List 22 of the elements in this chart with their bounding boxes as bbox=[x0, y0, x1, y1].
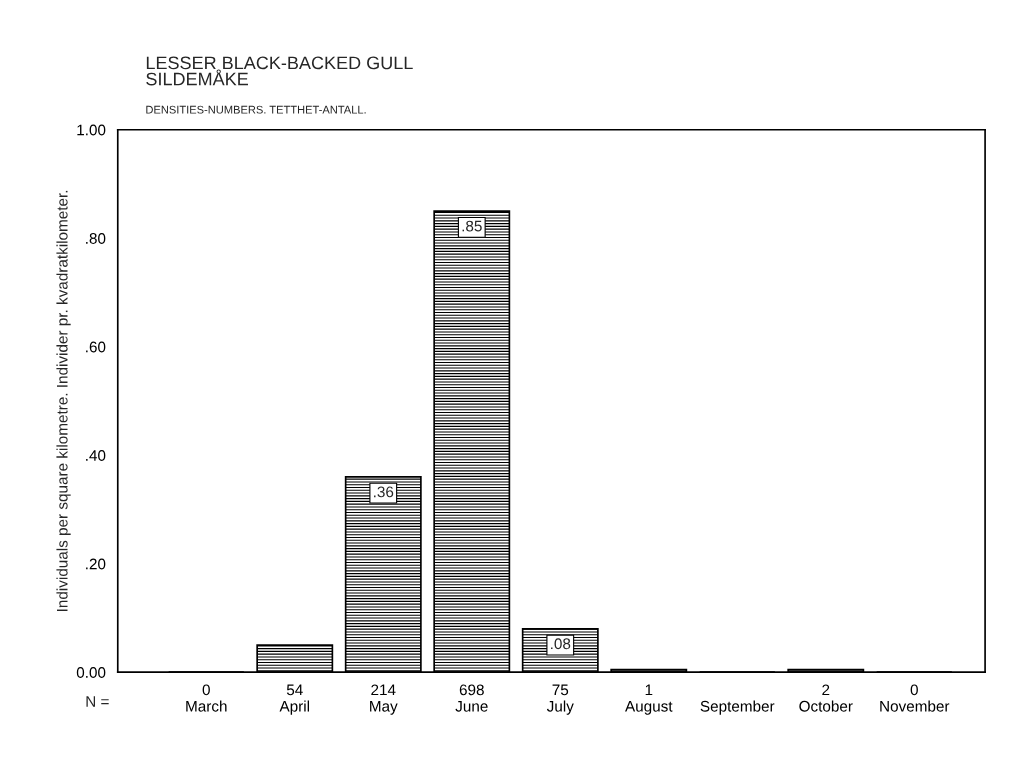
y-axis-title: Individuals per square kilometre. Individer pr. kvadratkilometer. bbox=[56, 190, 71, 611]
x-tick-label: 54 April bbox=[279, 684, 310, 715]
y-tick-label: .80 bbox=[86, 233, 106, 244]
data-label: .36 bbox=[374, 486, 394, 498]
x-tick-label: 0 March bbox=[186, 684, 227, 712]
x-tick-label: 1 August bbox=[625, 684, 673, 715]
y-tick-label: .40 bbox=[86, 450, 106, 461]
x-tick-label: September bbox=[700, 700, 775, 715]
y-tick-label: .20 bbox=[86, 558, 106, 570]
data-label: .08 bbox=[551, 638, 571, 650]
x-tick-label: 75 July bbox=[546, 684, 574, 715]
chart-title: LESSER BLACK-BACKED GULL SILDEMÅKE bbox=[146, 56, 413, 86]
x-tick-label: 2 October bbox=[799, 684, 853, 712]
data-label: .85 bbox=[462, 220, 482, 232]
chart-subtitle: DENSITIES-NUMBERS. TETTHET-ANTALL. bbox=[146, 105, 366, 114]
y-tick-label: 1.00 bbox=[77, 124, 106, 136]
x-tick-label: 214 May bbox=[370, 684, 398, 715]
x-tick-label: 0 November bbox=[880, 684, 950, 712]
x-tick-label: 698 June bbox=[455, 684, 488, 712]
text: N = bbox=[86, 696, 109, 707]
y-tick-label: 0.00 bbox=[76, 667, 106, 678]
y-tick-label: .60 bbox=[86, 341, 106, 353]
